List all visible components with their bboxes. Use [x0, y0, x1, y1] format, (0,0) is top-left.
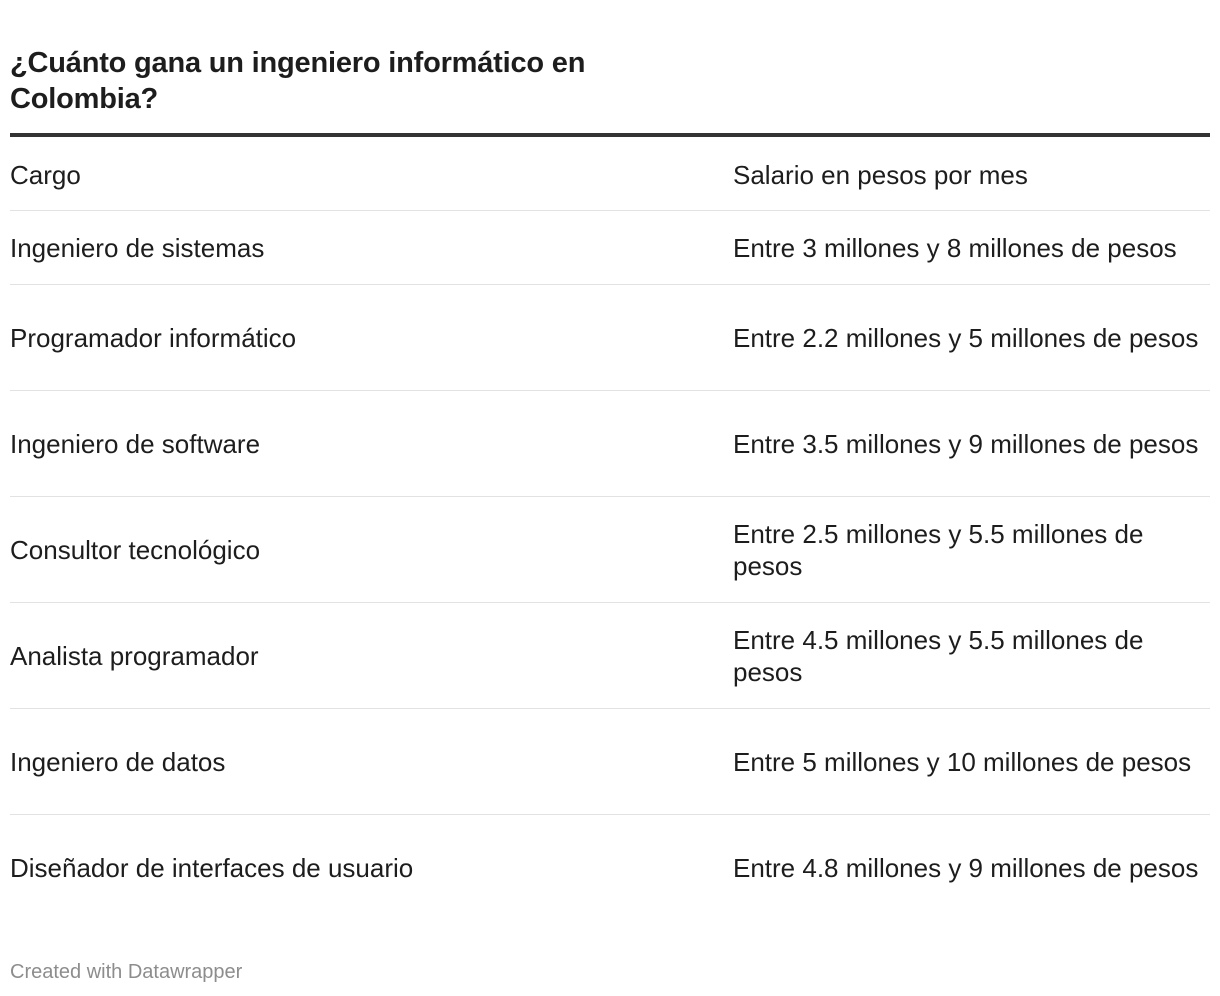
table-row: Ingeniero de datos Entre 5 millones y 10…	[10, 709, 1210, 815]
salario-cell: Entre 2.5 millones y 5.5 millones de pes…	[733, 518, 1144, 581]
cargo-cell: Ingeniero de software	[10, 428, 261, 459]
table-row: Consultor tecnológico Entre 2.5 millones…	[10, 497, 1210, 603]
table-row: Diseñador de interfaces de usuario Entre…	[10, 815, 1210, 921]
cargo-cell: Programador informático	[10, 322, 297, 353]
salario-cell: Entre 3.5 millones y 9 millones de pesos	[733, 428, 1199, 459]
datawrapper-credit: Created with Datawrapper	[10, 961, 243, 983]
salario-cell: Entre 4.5 millones y 5.5 millones de pes…	[733, 624, 1144, 687]
table-row: Ingeniero de software Entre 3.5 millones…	[10, 391, 1210, 497]
cargo-cell: Diseñador de interfaces de usuario	[10, 853, 414, 883]
salario-cell: Entre 2.2 millones y 5 millones de pesos	[733, 322, 1199, 353]
cargo-cell: Ingeniero de sistemas	[10, 232, 265, 263]
table-header-row: Cargo Salario en pesos por mes	[10, 137, 1210, 211]
cargo-cell: Ingeniero de datos	[10, 746, 226, 777]
column-header-salario: Salario en pesos por mes	[733, 159, 1028, 190]
chart-title: ¿Cuánto gana un ingeniero informático en…	[10, 47, 586, 115]
cargo-cell: Analista programador	[10, 640, 259, 671]
column-header-cargo: Cargo	[10, 159, 81, 190]
chart-container: ¿Cuánto gana un ingeniero informático en…	[10, 0, 1210, 983]
salario-cell: Entre 3 millones y 8 millones de pesos	[733, 232, 1177, 263]
cargo-cell: Consultor tecnológico	[10, 534, 261, 565]
table-row: Analista programador Entre 4.5 millones …	[10, 603, 1210, 709]
salario-cell: Entre 4.8 millones y 9 millones de pesos	[733, 853, 1199, 883]
table-row: Programador informático Entre 2.2 millon…	[10, 285, 1210, 391]
salary-table: Cargo Salario en pesos por mes Ingeniero…	[10, 133, 1210, 921]
table-row: Ingeniero de sistemas Entre 3 millones y…	[10, 211, 1210, 285]
salario-cell: Entre 5 millones y 10 millones de pesos	[733, 746, 1192, 777]
